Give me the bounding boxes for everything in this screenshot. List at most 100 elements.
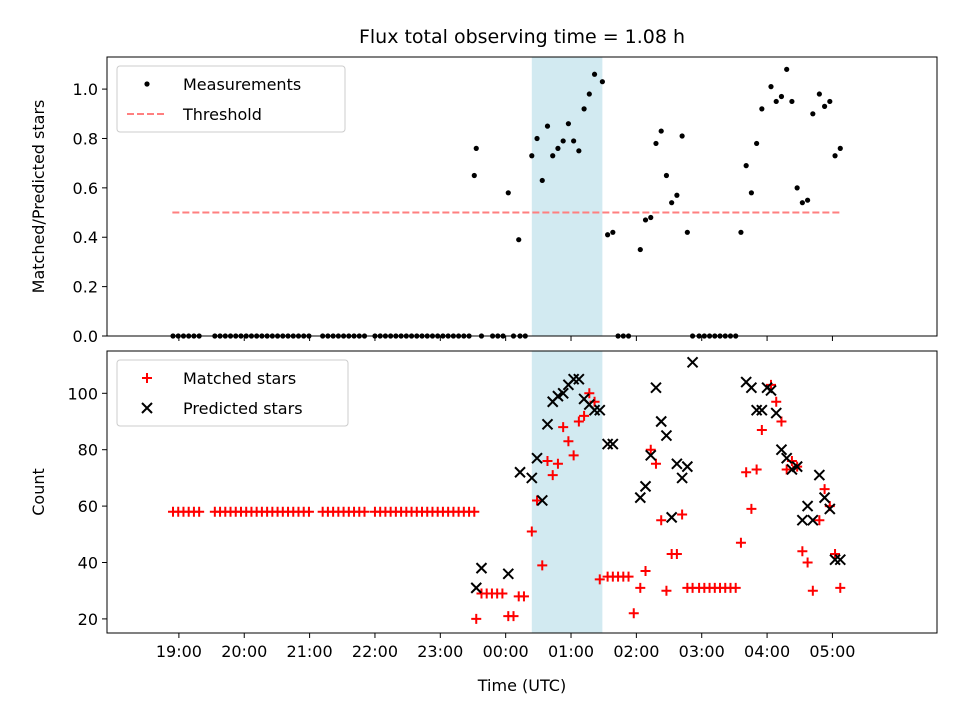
matched-stars-point [568,450,579,461]
matched-stars-point [194,506,205,517]
predicted-stars-point [475,562,488,574]
predicted-stars-point [650,381,662,394]
measurement-point [773,98,779,105]
matched-stars-point [628,608,639,619]
y-tick-label: 40 [78,554,98,573]
predicted-stars-point [813,469,826,481]
measurement-point [658,128,664,134]
predicted-stars-point [770,407,782,419]
y-tick-label: 100 [67,384,98,403]
predicted-stars-point [791,460,803,473]
predicted-stars-point [686,356,699,368]
measurement-point [799,200,805,206]
measurement-point [571,138,577,144]
matched-stars-point [776,416,787,427]
matched-stars-point [552,458,563,469]
matched-stars-point [671,549,682,560]
predicted-stars-point [775,443,788,456]
predicted-stars-point [502,568,514,580]
y-tick-label: 80 [78,441,98,460]
measurement-point [748,190,754,196]
measurement-point [637,246,643,253]
axes-frame [106,350,938,634]
measurement-point [804,197,811,203]
predicted-stars-point [588,404,601,416]
matched-stars-point [640,565,651,576]
axes-frame [106,56,938,337]
matched-stars-point [751,464,762,475]
matched-stars-point [584,388,595,399]
measurement-point [555,145,561,151]
x-tick-label: 03:00 [679,642,725,661]
matched-stars-point [802,557,813,568]
measurement-point [832,153,838,159]
measurement-point [827,98,833,105]
matched-stars-point [635,582,646,593]
measurement-point [794,185,800,191]
legend-label: Threshold [182,105,262,124]
predicted-stars-point [541,418,554,431]
y-axis-label: Count [29,468,48,516]
measurement-point [778,93,785,100]
measurement-point [674,192,680,198]
legend-box [116,65,346,133]
predicted-stars-point [639,480,652,493]
matched-stars-point [532,495,543,506]
x-tick-label: 22:00 [352,642,398,661]
matched-stars-point [508,611,519,622]
panel-bottom: 19:00 20:00 21:00 22:00 23:00 00:00 01:00 02:00… [29,350,938,661]
measurement-point [648,214,654,221]
chart-title: Flux total observing time = 1.08 h [359,26,685,48]
predicted-stars-point [681,460,694,473]
predicted-stars-point [750,404,763,416]
measurement-point [560,138,566,144]
matched-stars-point [497,588,508,599]
predicted-stars-point [573,373,585,385]
predicted-stars-point [634,491,646,504]
measurement-point [581,106,587,112]
matched-stars-point [830,549,841,560]
predicted-stars-point [514,466,526,478]
matched-stars-point [797,546,808,557]
measurement-point [586,91,592,97]
matched-stars-point [656,515,667,526]
predicted-stars-point [557,387,569,400]
legend-label: Matched stars [183,369,296,388]
measurement-point [473,145,479,151]
predicted-stars-point [601,438,614,450]
matched-stars-point [563,436,574,447]
measurement-point [663,172,670,179]
predicted-stars-point [607,438,619,450]
predicted-stars-point [655,415,667,428]
matched-stars-point [741,467,752,478]
predicted-stars-point [745,381,758,394]
measurement-point [505,190,511,196]
measurement-point [642,217,649,223]
matched-stars-point [542,455,553,466]
matched-stars-point [819,484,830,495]
matched-stars-point [650,458,661,469]
y-tick-label: 0.6 [73,179,98,198]
x-tick-label: 01:00 [548,642,594,661]
measurement-point [576,148,582,154]
measurement-point [684,229,690,235]
predicted-stars-point [807,514,819,526]
y-tick-label: 1.0 [73,80,98,99]
matched-stars-point [756,424,767,435]
x-tick-label: 00:00 [483,642,529,661]
x-axis-label: Time (UTC) [477,676,566,695]
predicted-stars-point [801,500,814,512]
matched-stars-point [814,515,825,526]
measurement-point [534,135,540,142]
matched-stars-point [645,444,656,455]
measurement-point [565,121,572,127]
matched-stars-point [835,582,846,593]
predicted-stars-point [470,582,482,594]
legend-label: Measurements [183,75,301,94]
measurement-point [743,163,749,169]
matched-stars-point [594,574,605,585]
matched-stars-point [526,526,537,537]
matched-stars-point [303,506,314,517]
y-tick-label: 0.8 [73,129,98,148]
